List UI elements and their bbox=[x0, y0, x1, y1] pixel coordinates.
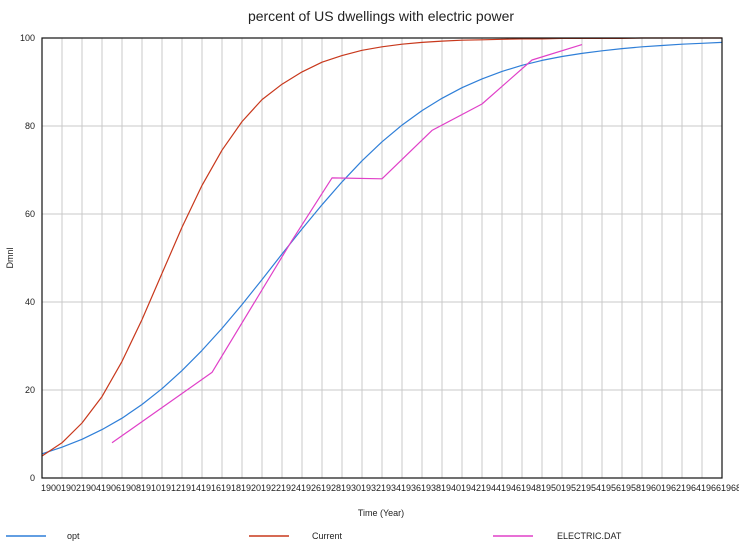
y-tick-label: 40 bbox=[25, 297, 35, 307]
y-axis-ticks: 0 20 40 60 80 100 bbox=[20, 33, 35, 483]
legend-label-opt: opt bbox=[67, 531, 80, 541]
x-tick-label: 1968 bbox=[721, 483, 739, 493]
x-tick-label: 1928 bbox=[321, 483, 341, 493]
x-tick-label: 1960 bbox=[641, 483, 661, 493]
x-tick-label: 1962 bbox=[661, 483, 681, 493]
y-tick-label: 80 bbox=[25, 121, 35, 131]
legend-label-electric-dat: ELECTRIC.DAT bbox=[557, 531, 622, 541]
y-tick-label: 60 bbox=[25, 209, 35, 219]
x-tick-label: 1904 bbox=[81, 483, 101, 493]
series-line-electric-dat bbox=[111, 44, 583, 444]
x-tick-label: 1900 bbox=[41, 483, 61, 493]
chart-title: percent of US dwellings with electric po… bbox=[248, 8, 514, 24]
x-tick-label: 1920 bbox=[241, 483, 261, 493]
x-tick-label: 1966 bbox=[701, 483, 721, 493]
legend-label-current: Current bbox=[312, 531, 343, 541]
x-tick-label: 1926 bbox=[301, 483, 321, 493]
x-tick-label: 1940 bbox=[441, 483, 461, 493]
y-tick-label: 0 bbox=[30, 473, 35, 483]
x-tick-label: 1938 bbox=[421, 483, 441, 493]
x-tick-label: 1950 bbox=[541, 483, 561, 493]
legend: opt Current ELECTRIC.DAT bbox=[6, 531, 622, 541]
x-tick-label: 1964 bbox=[681, 483, 701, 493]
plot-frame bbox=[41, 37, 723, 479]
x-axis-label: Time (Year) bbox=[358, 508, 404, 518]
x-tick-label: 1914 bbox=[181, 483, 201, 493]
x-tick-label: 1906 bbox=[101, 483, 121, 493]
x-tick-label: 1956 bbox=[601, 483, 621, 493]
x-tick-label: 1908 bbox=[121, 483, 141, 493]
x-axis-ticks: 1900 1902 1904 1906 1908 1910 1912 1914 1916 1918… bbox=[41, 483, 739, 493]
x-tick-label: 1902 bbox=[61, 483, 81, 493]
series-line-opt bbox=[41, 41, 723, 455]
x-tick-label: 1944 bbox=[481, 483, 501, 493]
x-tick-label: 1948 bbox=[521, 483, 541, 493]
x-tick-label: 1912 bbox=[161, 483, 181, 493]
y-tick-label: 20 bbox=[25, 385, 35, 395]
x-tick-label: 1922 bbox=[261, 483, 281, 493]
y-tick-label: 100 bbox=[20, 33, 35, 43]
grid bbox=[41, 37, 723, 479]
x-tick-label: 1910 bbox=[141, 483, 161, 493]
x-tick-label: 1946 bbox=[501, 483, 521, 493]
x-tick-label: 1918 bbox=[221, 483, 241, 493]
x-tick-label: 1942 bbox=[461, 483, 481, 493]
x-tick-label: 1916 bbox=[201, 483, 221, 493]
x-tick-label: 1954 bbox=[581, 483, 601, 493]
x-tick-label: 1932 bbox=[361, 483, 381, 493]
x-tick-label: 1930 bbox=[341, 483, 361, 493]
x-tick-label: 1934 bbox=[381, 483, 401, 493]
x-tick-label: 1958 bbox=[621, 483, 641, 493]
x-tick-label: 1936 bbox=[401, 483, 421, 493]
x-tick-label: 1952 bbox=[561, 483, 581, 493]
y-axis-label: Dmnl bbox=[5, 247, 15, 268]
x-tick-label: 1924 bbox=[281, 483, 301, 493]
